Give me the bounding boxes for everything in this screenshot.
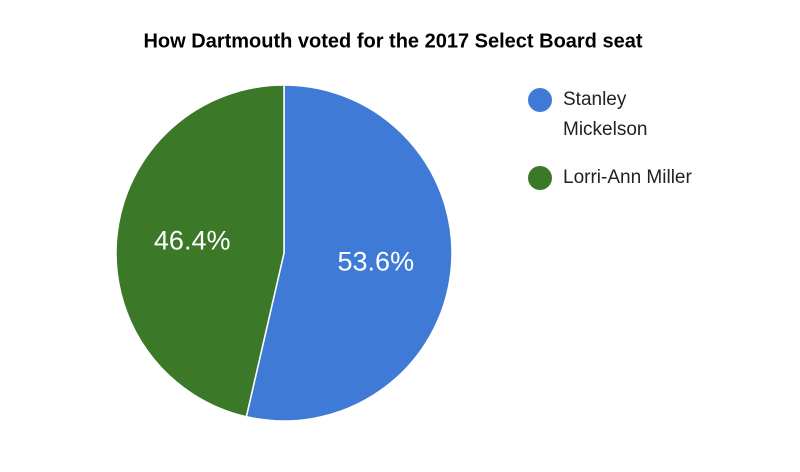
legend-label: Stanley Mickelson — [563, 89, 648, 140]
legend-item: Stanley Mickelson — [528, 85, 748, 145]
chart-title: How Dartmouth voted for the 2017 Select … — [143, 30, 642, 52]
legend-swatch — [528, 88, 552, 112]
pie: 53.6% 46.4% — [115, 84, 453, 422]
pie-slice — [115, 84, 285, 418]
slice-label: 46.4% — [154, 226, 231, 256]
pie-slice — [245, 84, 453, 422]
legend-label: Lorri-Ann Miller — [563, 167, 692, 188]
slice-label: 53.6% — [338, 247, 415, 277]
legend-item: Lorri-Ann Miller — [528, 163, 748, 193]
legend: Stanley Mickelson Lorri-Ann Miller — [528, 85, 748, 211]
legend-swatch — [528, 166, 552, 190]
